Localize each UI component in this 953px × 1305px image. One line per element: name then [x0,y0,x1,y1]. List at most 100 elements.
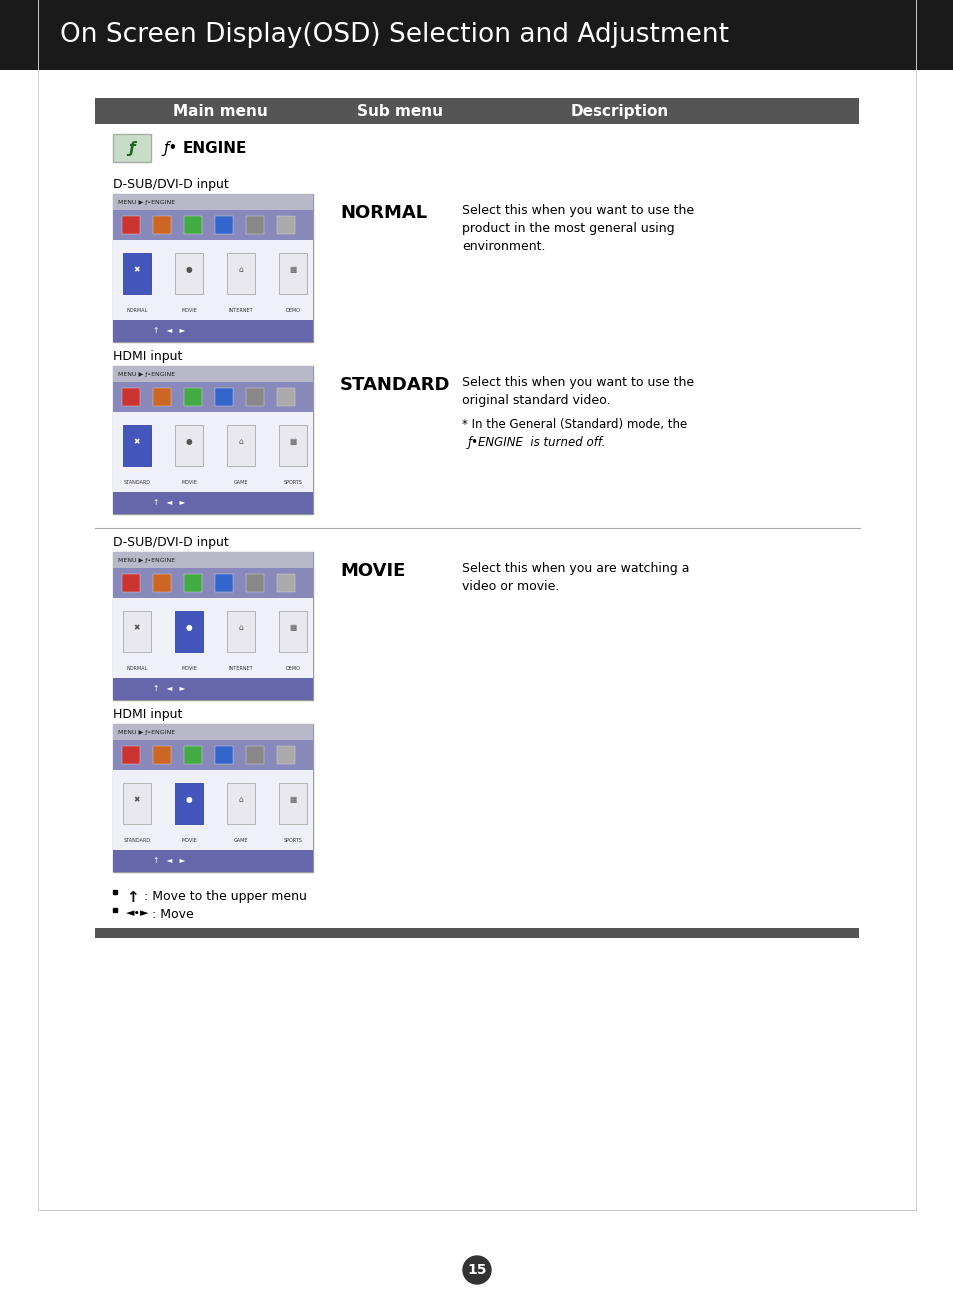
Bar [214,215,233,235]
Text: HDMI input: HDMI input [112,350,182,363]
Text: ƒ•ENGINE  is turned off.: ƒ•ENGINE is turned off. [468,436,606,449]
Text: video or movie.: video or movie. [461,579,558,592]
Bar [95,98,858,124]
Bar [278,783,307,825]
Bar [112,724,313,740]
Text: ◄•►: ◄•► [126,908,150,917]
Text: MOVIE: MOVIE [181,480,196,484]
Bar [174,783,203,825]
Bar [152,388,171,406]
Text: Main menu: Main menu [172,103,267,119]
Text: 15: 15 [467,1263,486,1278]
Text: GAME: GAME [233,838,248,843]
Bar [112,194,313,210]
Bar [95,928,858,938]
Text: Sub menu: Sub menu [356,103,442,119]
Text: ENGINE: ENGINE [183,141,247,155]
Bar [123,424,151,466]
Text: NORMAL: NORMAL [339,204,427,222]
Text: Description: Description [570,103,668,119]
Bar [184,746,202,765]
Bar [227,611,254,652]
Bar [227,253,254,294]
Text: Select this when you want to use the: Select this when you want to use the [461,204,694,217]
Bar [152,574,171,592]
Bar [214,574,233,592]
Text: Select this when you are watching a: Select this when you are watching a [461,562,689,576]
Bar [246,746,264,765]
Text: ⌂: ⌂ [238,437,243,446]
Bar [112,770,313,850]
Text: ↑   ◄   ►: ↑ ◄ ► [152,856,185,865]
Text: ▦: ▦ [289,437,296,446]
Text: NORMAL: NORMAL [126,666,148,671]
Bar [184,388,202,406]
Text: environment.: environment. [461,240,545,253]
Text: ƒ: ƒ [129,141,135,155]
Text: ↑   ◄   ►: ↑ ◄ ► [152,684,185,693]
Bar [112,850,313,872]
Bar [122,215,140,235]
Bar [112,740,313,770]
Bar [112,412,313,492]
Text: INTERNET: INTERNET [229,308,253,313]
Bar [246,215,264,235]
Text: MOVIE: MOVIE [181,838,196,843]
Text: ↑   ◄   ►: ↑ ◄ ► [152,499,185,508]
Bar [112,568,313,598]
Bar [123,253,151,294]
Text: ↑   ◄   ►: ↑ ◄ ► [152,326,185,335]
Bar [122,574,140,592]
Bar [174,424,203,466]
Text: ●: ● [186,265,193,274]
Bar [184,215,202,235]
Text: SPORTS: SPORTS [283,480,302,484]
Text: HDMI input: HDMI input [112,709,182,720]
Bar [112,210,313,240]
Bar [278,253,307,294]
Text: * In the General (Standard) mode, the: * In the General (Standard) mode, the [461,418,686,431]
Bar [246,574,264,592]
Text: NORMAL: NORMAL [126,308,148,313]
Text: MENU ▶ ƒ•ENGINE: MENU ▶ ƒ•ENGINE [118,200,175,205]
Text: GAME: GAME [233,480,248,484]
Bar [278,424,307,466]
Bar [112,724,313,872]
Text: MENU ▶ ƒ•ENGINE: MENU ▶ ƒ•ENGINE [118,372,175,377]
Text: ▦: ▦ [289,795,296,804]
Text: MENU ▶ ƒ•ENGINE: MENU ▶ ƒ•ENGINE [118,557,175,562]
Text: ▦: ▦ [289,622,296,632]
Bar [227,783,254,825]
Bar [122,746,140,765]
Bar [123,783,151,825]
Text: MOVIE: MOVIE [181,666,196,671]
Bar [123,611,151,652]
Bar [112,492,313,514]
Text: ⌂: ⌂ [238,265,243,274]
Text: On Screen Display(OSD) Selection and Adjustment: On Screen Display(OSD) Selection and Adj… [60,22,728,48]
Bar [276,215,294,235]
Bar [112,320,313,342]
Bar [112,552,313,699]
Text: ▦: ▦ [289,265,296,274]
Text: MOVIE: MOVIE [181,308,196,313]
Text: MOVIE: MOVIE [339,562,405,579]
Bar [122,388,140,406]
Text: original standard video.: original standard video. [461,394,610,407]
Bar [112,134,151,162]
Text: STANDARD: STANDARD [123,838,151,843]
Text: ✖: ✖ [133,265,140,274]
Text: ●: ● [186,437,193,446]
Bar [174,611,203,652]
Bar [112,677,313,699]
Text: DEMO: DEMO [285,666,300,671]
Bar [174,253,203,294]
Bar [214,746,233,765]
Text: D-SUB/DVI-D input: D-SUB/DVI-D input [112,177,229,191]
Text: INTERNET: INTERNET [229,666,253,671]
Bar [246,388,264,406]
Text: ✖: ✖ [133,437,140,446]
Text: ⌂: ⌂ [238,622,243,632]
Text: SPORTS: SPORTS [283,838,302,843]
Text: STANDARD: STANDARD [339,376,450,394]
